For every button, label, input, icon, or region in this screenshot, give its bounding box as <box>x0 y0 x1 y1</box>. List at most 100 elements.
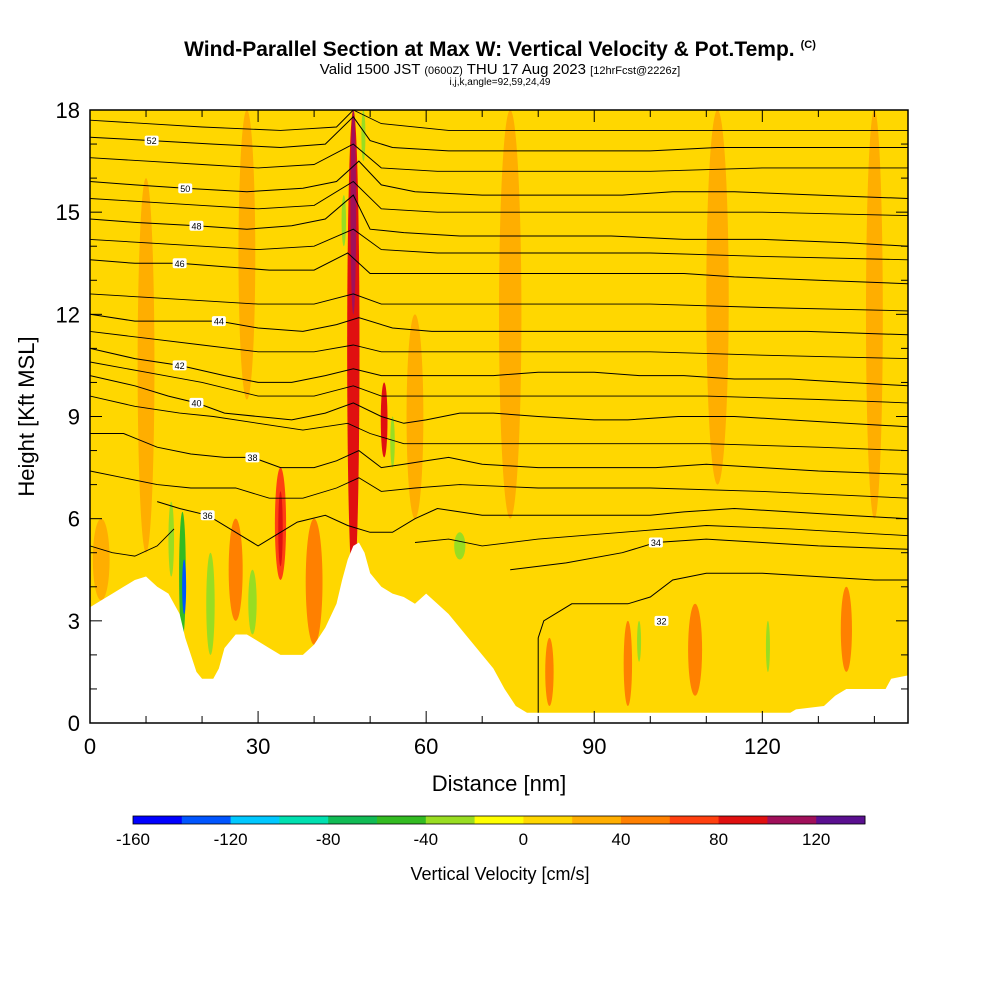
colorbar-tick-80: 80 <box>709 830 728 849</box>
theta-contour-minor-0 <box>90 395 908 452</box>
vv-cell-21 <box>840 586 852 672</box>
chart-title-text: Wind-Parallel Section at Max W: Vertical… <box>184 38 795 61</box>
colorbar-tick-40: 40 <box>612 830 631 849</box>
valid-date: THU 17 Aug 2023 <box>462 61 591 78</box>
theta-contour-minor-5 <box>90 180 908 217</box>
colorbar-tick-120: 120 <box>802 830 830 849</box>
colorbar: -160 -120 -80 -40 0 40 80 120 <box>116 815 866 849</box>
vv-cell-20 <box>545 637 554 706</box>
theta-label-44: 44 <box>214 317 224 327</box>
vv-cell-23 <box>238 110 256 400</box>
utc-time: (0600Z) <box>424 65 463 77</box>
grid-indices: i,j,k,angle=92,59,24,49 <box>449 77 551 88</box>
vv-cell-7 <box>278 491 283 567</box>
vv-cell-4 <box>380 382 388 458</box>
theta-contours: 32 34 36 38 40 42 44 46 48 50 52 <box>90 110 908 713</box>
theta-label-40: 40 <box>191 398 201 408</box>
theta-contour-minor-8 <box>90 470 908 499</box>
y-axis-label: Height [Kft MSL] <box>14 336 39 496</box>
theta-label-bg-40 <box>189 397 204 408</box>
theta-contour-34 <box>510 538 908 571</box>
colorbar-swatch-11 <box>669 816 720 824</box>
theta-contour-52 <box>90 116 908 152</box>
colorbar-swatch-3 <box>279 816 329 824</box>
theta-contour-50 <box>90 160 908 199</box>
vv-cell-1 <box>350 110 357 315</box>
colorbar-swatch-5 <box>377 816 427 824</box>
x-tick-label-30: 30 <box>246 734 270 759</box>
theta-label-52: 52 <box>147 136 157 146</box>
theta-label-bg-50 <box>178 183 193 194</box>
theta-label-42: 42 <box>175 361 185 371</box>
colorbar-swatch-13 <box>767 816 817 824</box>
theta-label-bg-38 <box>245 452 260 463</box>
theta-contour-minor-4 <box>90 228 908 261</box>
theta-label-bg-32 <box>654 615 669 626</box>
x-axis-label: Distance [nm] <box>432 771 567 796</box>
theta-label-46: 46 <box>175 259 185 269</box>
theta-label-bg-34 <box>648 537 663 548</box>
y-tick-label-18: 18 <box>56 98 80 123</box>
theta-contour-minor-9 <box>90 528 175 557</box>
vv-cell-8 <box>305 518 323 645</box>
colorbar-tick--120: -120 <box>214 830 248 849</box>
chart-subtitle: Valid 1500 JST (0600Z) THU 17 Aug 2023 [… <box>0 61 1000 78</box>
vv-cell-25 <box>706 110 729 485</box>
chart-title: Wind-Parallel Section at Max W: Vertical… <box>0 38 1000 62</box>
theta-label-bg-46 <box>172 258 187 269</box>
terrain-mask <box>90 542 908 723</box>
theta-contour-46 <box>90 252 908 285</box>
theta-label-32: 32 <box>656 616 666 626</box>
vv-cell-15 <box>454 532 466 560</box>
theta-label-bg-36 <box>200 510 215 521</box>
copyright-mark: (C) <box>800 39 816 51</box>
y-tick-label-15: 15 <box>56 200 80 225</box>
colorbar-swatch-0 <box>133 816 183 824</box>
vv-cell-0 <box>347 110 360 587</box>
colorbar-tick--40: -40 <box>414 830 439 849</box>
terrain <box>90 542 908 723</box>
vv-cell-22 <box>137 178 155 553</box>
vv-cell-27 <box>406 314 424 519</box>
theta-contour-minor-6 <box>90 143 908 172</box>
theta-contour-minor-10 <box>414 525 908 547</box>
colorbar-frame <box>132 815 866 825</box>
theta-label-36: 36 <box>203 511 213 521</box>
colorbar-swatch-2 <box>230 816 280 824</box>
theta-label-bg-42 <box>172 360 187 371</box>
vv-cell-13 <box>248 569 257 635</box>
theta-contour-36 <box>157 501 908 547</box>
vv-cell-19 <box>637 620 642 662</box>
colorbar-swatch-8 <box>523 816 573 824</box>
colorbar-swatch-1 <box>181 816 232 824</box>
theta-contour-42 <box>90 347 908 387</box>
theta-label-48: 48 <box>191 221 201 231</box>
x-tick-label-120: 120 <box>744 734 781 759</box>
theta-label-34: 34 <box>651 538 661 548</box>
theta-contour-32 <box>537 572 908 713</box>
theta-label-38: 38 <box>247 453 257 463</box>
y-tick-label-6: 6 <box>68 507 80 532</box>
theta-contour-48 <box>90 194 908 247</box>
theta-contour-38 <box>90 433 908 475</box>
vv-cell-5 <box>390 416 395 468</box>
colorbar-swatch-4 <box>328 816 378 824</box>
vv-cell-17 <box>623 620 633 706</box>
y-tick-label-12: 12 <box>56 302 80 327</box>
colorbar-label: Vertical Velocity [cm/s] <box>410 864 590 884</box>
colorbar-swatch-10 <box>621 816 671 824</box>
colorbar-tick--80: -80 <box>316 830 341 849</box>
theta-label-50: 50 <box>180 184 190 194</box>
vv-cell-16 <box>688 603 703 696</box>
y-tick-label-3: 3 <box>68 609 80 634</box>
vv-cell-18 <box>765 620 770 672</box>
x-tick-label-0: 0 <box>84 734 96 759</box>
theta-contour-minor-7 <box>90 110 908 131</box>
y-tick-label-9: 9 <box>68 405 80 430</box>
theta-contour-minor-2 <box>90 330 908 360</box>
colorbar-swatch-7 <box>474 816 524 824</box>
colorbar-tick--160: -160 <box>116 830 150 849</box>
theta-contour-minor-3 <box>90 293 908 312</box>
